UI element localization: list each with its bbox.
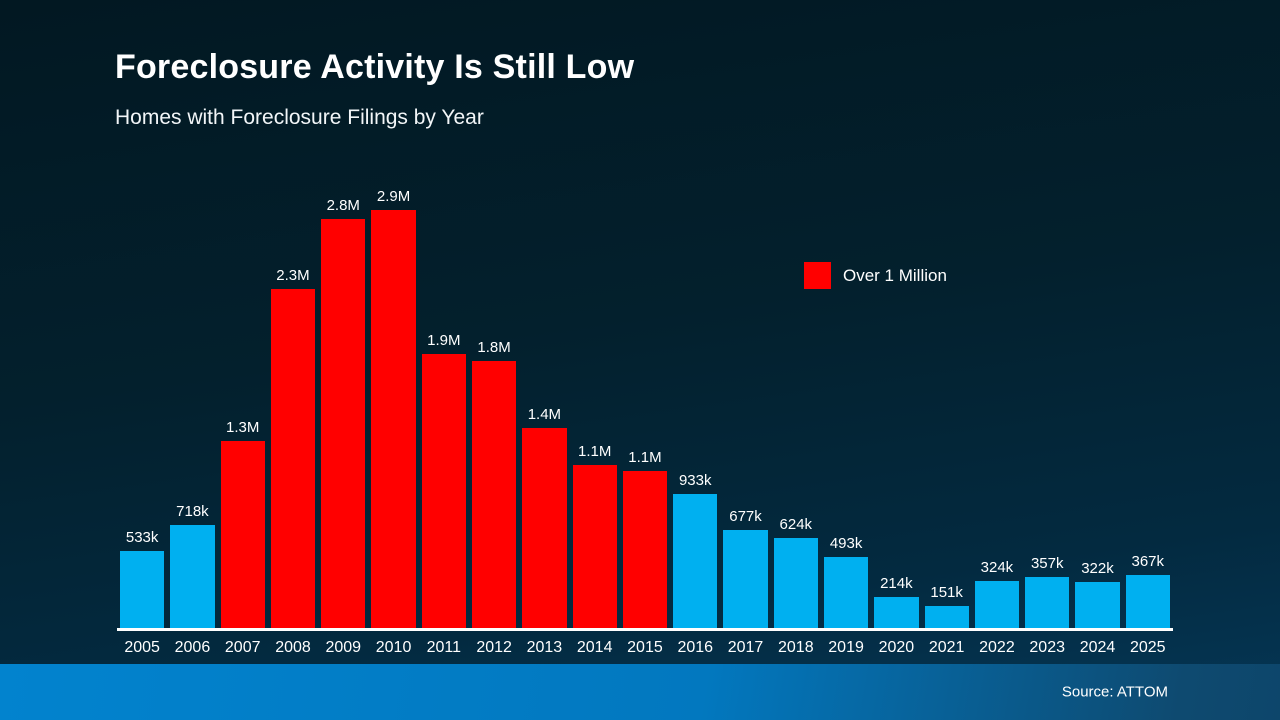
bar-value-label: 2.9M — [376, 188, 411, 205]
bar-slot: 624k — [773, 516, 818, 628]
bar-value-label: 214k — [880, 575, 913, 592]
bar — [773, 538, 818, 628]
bar — [371, 210, 416, 628]
bar-value-label: 677k — [729, 508, 762, 525]
bar — [120, 551, 165, 628]
bar — [622, 471, 668, 628]
bar-value-label: 322k — [1081, 560, 1114, 577]
chart-subtitle: Homes with Foreclosure Filings by Year — [115, 106, 484, 129]
bar-value-label: 324k — [980, 559, 1014, 576]
bar-value-label: 933k — [678, 472, 712, 489]
bar — [924, 606, 969, 628]
bar-slot: 1.9M — [421, 332, 466, 628]
bar — [220, 441, 265, 628]
bar-value-label: 1.1M — [577, 443, 612, 460]
bar — [1025, 577, 1070, 628]
bar — [1075, 582, 1120, 628]
bar-value-label: 1.3M — [226, 419, 260, 436]
year-label: 2023 — [1029, 639, 1065, 656]
bar-slot: 1.1M — [622, 449, 668, 628]
bar-value-label: 624k — [779, 516, 813, 533]
bar-slot: 2.8M — [321, 197, 366, 628]
bar-slot: 677k — [723, 508, 768, 628]
year-label: 2016 — [677, 639, 714, 656]
bar-value-label: 151k — [930, 584, 963, 601]
year-label: 2012 — [476, 639, 512, 656]
source-attribution: Source: ATTOM — [1061, 683, 1168, 701]
year-label: 2007 — [224, 639, 261, 656]
bar — [522, 428, 567, 628]
bar — [321, 219, 366, 628]
bar-value-label: 357k — [1030, 555, 1064, 572]
bar-slot: 1.3M — [220, 419, 265, 628]
footer-bar: Source: ATTOM — [0, 664, 1280, 720]
bar — [1125, 575, 1170, 628]
year-label: 2019 — [828, 639, 864, 656]
year-label: 2024 — [1079, 639, 1116, 656]
year-label: 2021 — [928, 639, 965, 656]
year-label: 2010 — [375, 639, 412, 656]
bar-slot: 493k — [823, 535, 869, 628]
year-label: 2011 — [426, 639, 462, 656]
bar-value-label: 367k — [1131, 553, 1165, 570]
bar-value-label: 1.8M — [477, 339, 511, 356]
bar — [874, 597, 919, 628]
bar-slot: 533k — [120, 529, 165, 628]
x-axis-line — [117, 628, 1173, 631]
bar-value-label: 2.3M — [276, 267, 310, 284]
bar-slot: 1.1M — [572, 443, 617, 628]
bar-value-label: 2.8M — [326, 197, 360, 214]
page-title: Foreclosure Activity Is Still Low — [115, 48, 635, 86]
bar-value-label: 533k — [125, 529, 159, 546]
year-label: 2020 — [878, 639, 915, 656]
year-label: 2008 — [275, 639, 311, 656]
bar — [673, 494, 718, 628]
bar-slot: 718k — [170, 503, 215, 628]
bar — [823, 557, 869, 628]
bar-slot: 2.9M — [371, 188, 416, 628]
bar — [270, 289, 316, 628]
bar-slot: 214k — [874, 575, 919, 628]
year-label: 2022 — [979, 639, 1015, 656]
year-label: 2025 — [1129, 639, 1166, 656]
year-label: 2006 — [174, 639, 211, 656]
bar — [170, 525, 215, 628]
bars-area: 533k 718k 1.3M 2.3M 2.8M 2.9M 1.9M 1.8M 1.4M 1.1M… — [117, 170, 1173, 628]
year-label: 2018 — [778, 639, 814, 656]
bar-value-label: 493k — [829, 535, 863, 552]
bar-slot: 2.3M — [270, 267, 316, 628]
bar-slot: 367k — [1125, 553, 1170, 628]
bar — [723, 530, 768, 628]
bar-value-label: 1.9M — [427, 332, 461, 349]
year-label: 2014 — [576, 639, 613, 656]
bar-slot: 933k — [673, 472, 718, 628]
bar-slot: 1.8M — [471, 339, 517, 628]
legend-swatch-red — [804, 262, 831, 289]
chart-legend: Over 1 Million — [804, 262, 947, 289]
bar-slot: 357k — [1025, 555, 1070, 628]
bar-value-label: 1.1M — [628, 449, 662, 466]
bar-value-label: 1.4M — [527, 406, 562, 423]
bar — [421, 354, 466, 628]
bar-slot: 322k — [1075, 560, 1120, 628]
bar — [572, 465, 617, 628]
bar-slot: 151k — [924, 584, 969, 628]
bar-slot: 324k — [974, 559, 1020, 628]
bar — [471, 361, 517, 628]
legend-label: Over 1 Million — [843, 265, 947, 285]
year-label: 2013 — [526, 639, 563, 656]
year-label: 2015 — [627, 639, 663, 656]
bar — [974, 581, 1020, 628]
bar-value-label: 718k — [176, 503, 209, 520]
year-label: 2005 — [124, 639, 160, 656]
year-label: 2017 — [727, 639, 764, 656]
bar-slot: 1.4M — [522, 406, 567, 628]
year-label: 2009 — [325, 639, 362, 656]
bar-chart: 533k 718k 1.3M 2.3M 2.8M 2.9M 1.9M 1.8M 1.4M 1.1M… — [117, 170, 1173, 657]
x-axis-labels: 2005 2006 2007 2008 2009 2010 2011 2012 2013 2014… — [117, 631, 1173, 657]
